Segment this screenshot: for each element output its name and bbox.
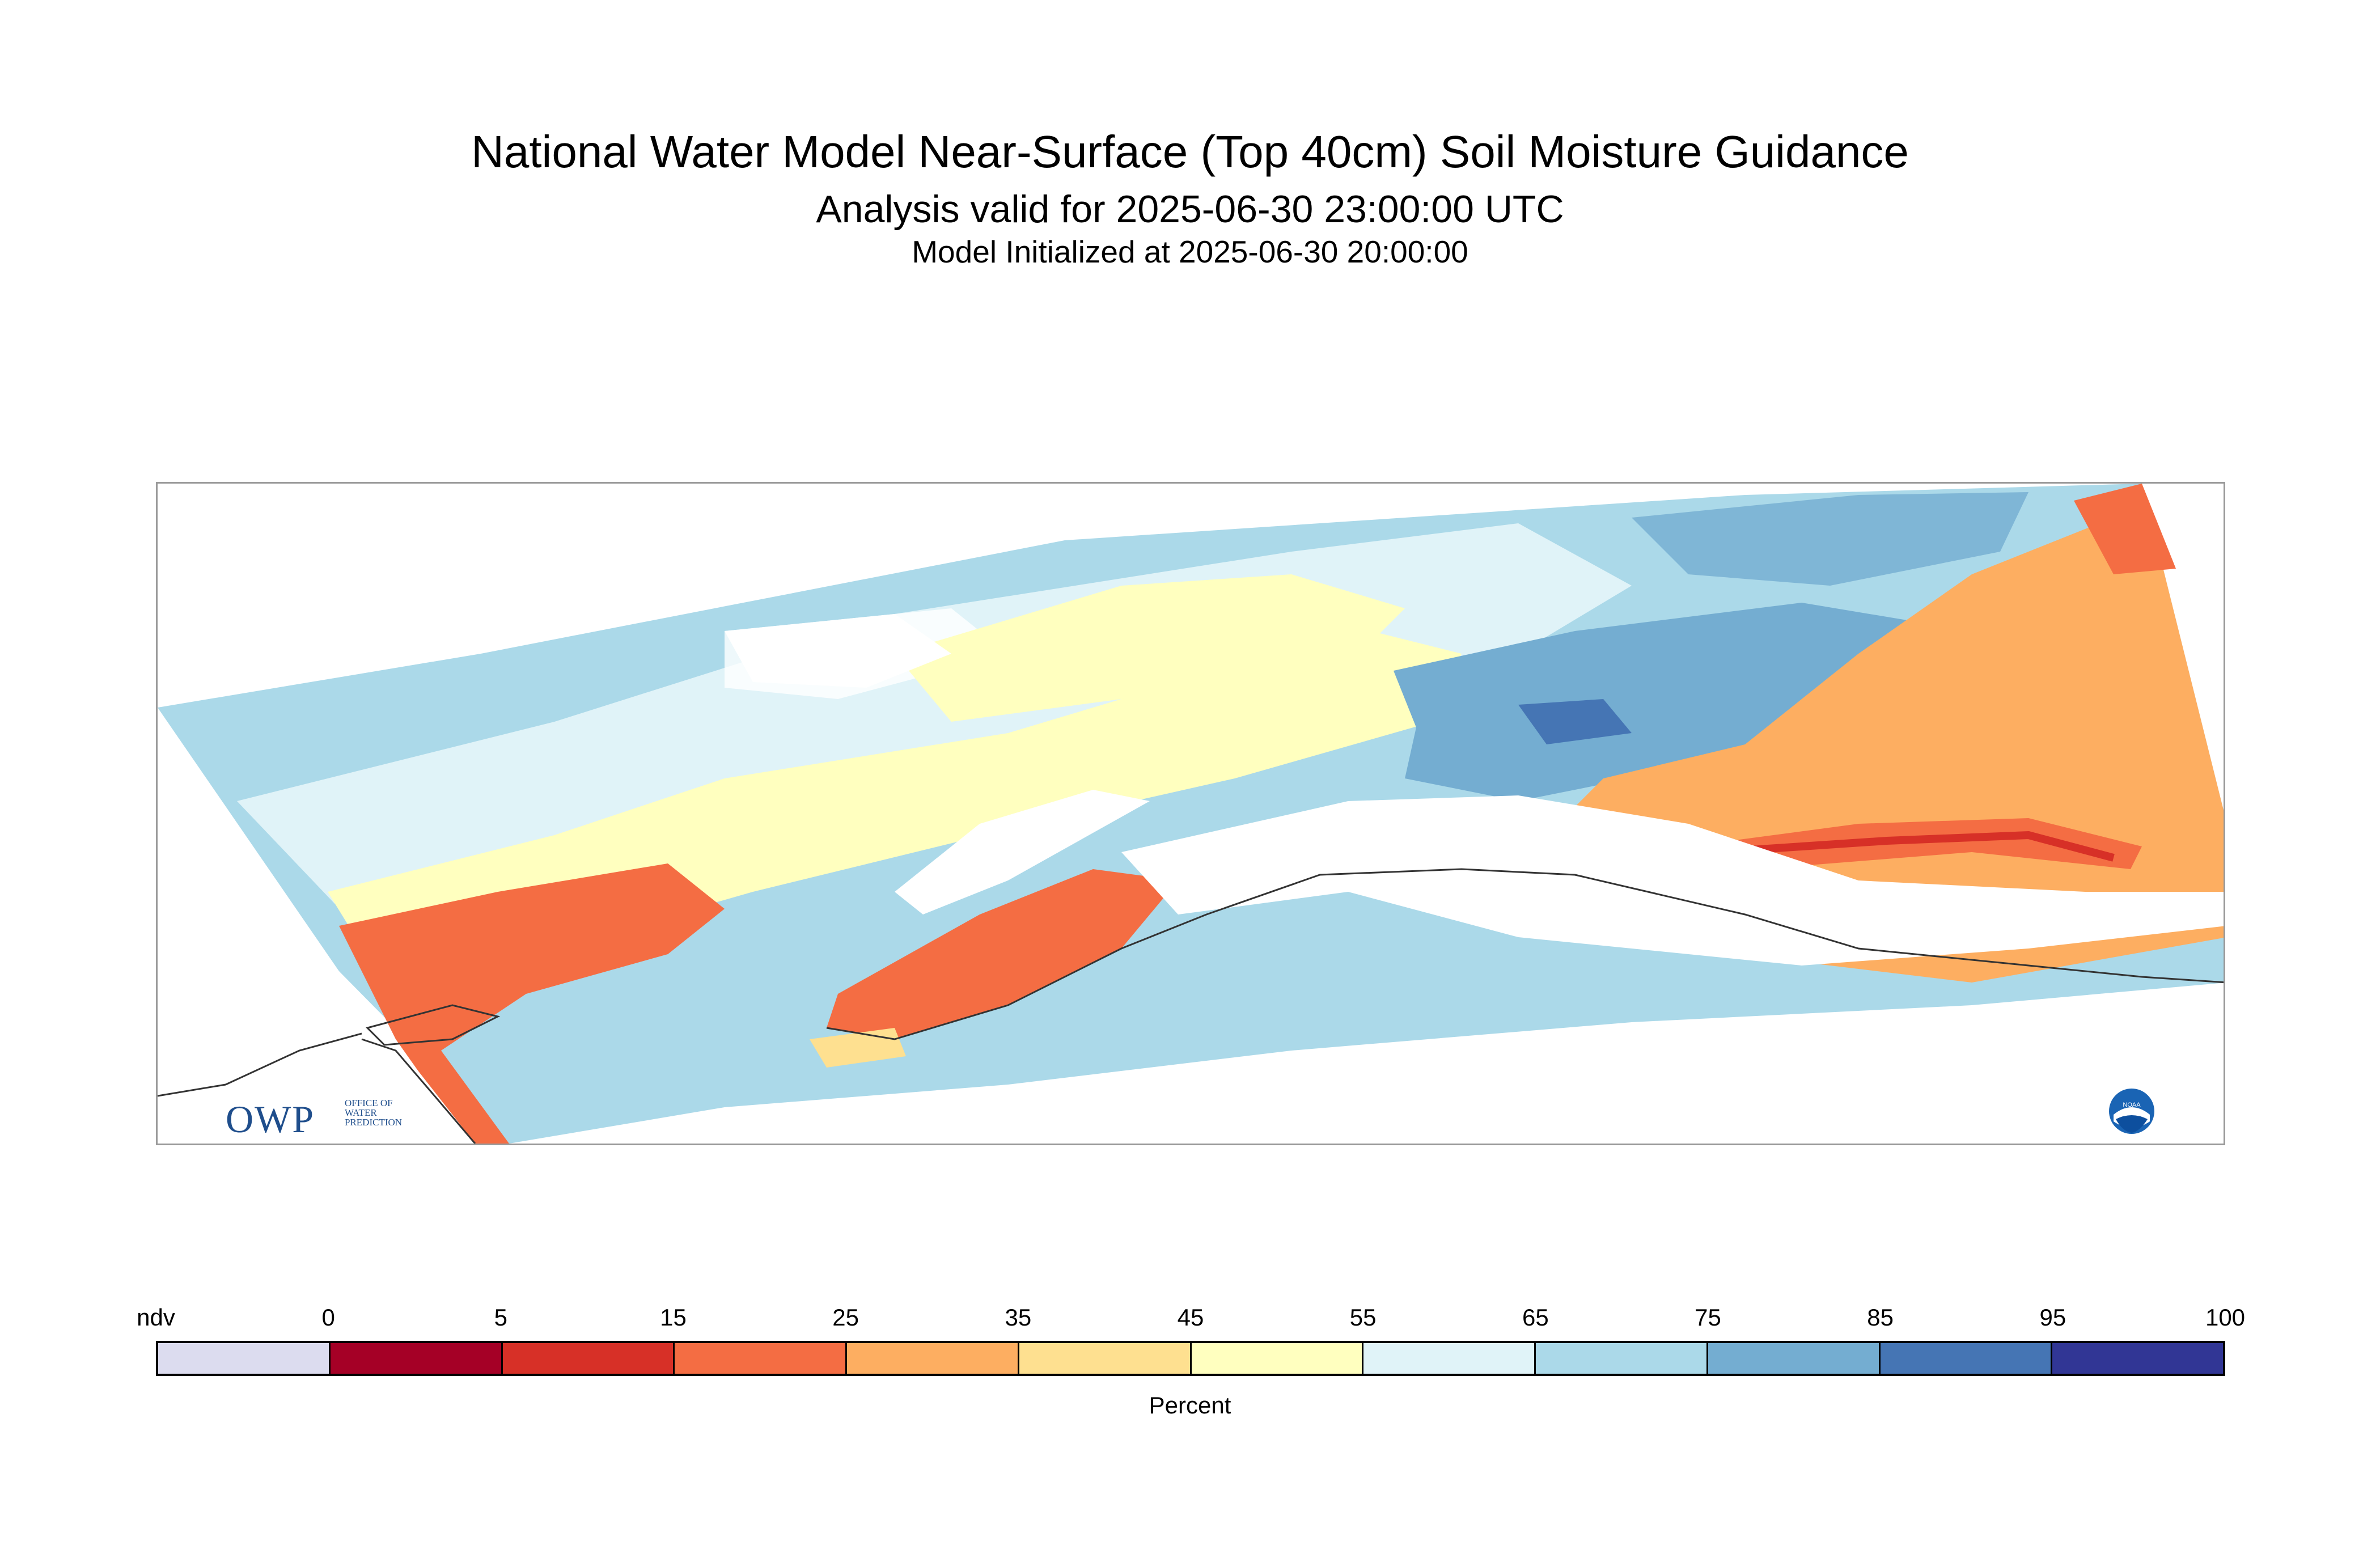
legend-swatch (1708, 1343, 1881, 1374)
red-east-top (2074, 484, 2176, 574)
legend-unit-label: Percent (1149, 1392, 1231, 1418)
blue-north-patches (1632, 492, 2028, 586)
dark-blue-streak (1518, 699, 1632, 744)
owp-sub-line-2: WATER (345, 1107, 377, 1118)
legend-swatch (847, 1343, 1019, 1374)
legend-tick-label: 75 (1695, 1304, 1721, 1331)
coastline (158, 868, 2224, 1144)
legend-tick-label: 5 (494, 1304, 508, 1331)
owp-logo-text: OWP (226, 1098, 315, 1141)
model-init-text: Model Initialized at 2025-06-30 20:00:00 (912, 234, 1468, 269)
noaa-logo-icon: NOAA (2109, 1089, 2154, 1134)
legend-tick-label: 15 (660, 1304, 687, 1331)
legend-swatch (1019, 1343, 1192, 1374)
legend-tick-label: 85 (1867, 1304, 1894, 1331)
legend-tick-label: 65 (1522, 1304, 1549, 1331)
legend-swatch (675, 1343, 847, 1374)
legend-swatch (502, 1343, 675, 1374)
orange-kodiak (827, 869, 1178, 1039)
map-title: National Water Model Near-Surface (Top 4… (471, 126, 1909, 177)
legend-tick-label: 25 (832, 1304, 859, 1331)
legend-swatch (2052, 1343, 2223, 1374)
aleutian-outline (366, 1004, 501, 1046)
legend-swatch (158, 1343, 331, 1374)
cook-inlet (895, 790, 1150, 914)
yellow-north (895, 574, 1405, 722)
legend-swatch (1536, 1343, 1708, 1374)
legend-tick-label: 100 (2205, 1304, 2246, 1331)
legend-swatch (330, 1343, 503, 1374)
legend-swatch (1363, 1343, 1536, 1374)
legend-swatch (1880, 1343, 2053, 1374)
legend-tick-label: 55 (1349, 1304, 1377, 1331)
map-subtitle: Analysis valid for 2025-06-30 23:00:00 U… (816, 188, 1564, 231)
legend-swatch (1191, 1343, 1364, 1374)
southern-ocean (509, 983, 2224, 1144)
owp-logo-subtext: OFFICE OF WATER PREDICTION (345, 1098, 441, 1127)
legend-tick-label: ndv (137, 1304, 175, 1331)
blue-interior (1394, 603, 1972, 801)
owp-logo: OWP OFFICE OF WATER PREDICTION (226, 1097, 441, 1141)
white-north-snow (725, 614, 951, 688)
legend-tick-label: 95 (2039, 1304, 2066, 1331)
color-legend (156, 1341, 2225, 1376)
owp-sub-line-3: PREDICTION (345, 1117, 403, 1128)
svg-text:NOAA: NOAA (2123, 1102, 2141, 1108)
dark-red-river (1716, 831, 2115, 862)
bristol-bay (158, 971, 475, 1144)
soil-moisture-map (156, 482, 2225, 1145)
legend-tick-label: 45 (1177, 1304, 1204, 1331)
owp-sub-line-1: OFFICE OF (345, 1098, 393, 1108)
white-coastal-mountains (1121, 795, 2224, 966)
legend-tick-label: 0 (321, 1304, 335, 1331)
legend-tick-label: 35 (1005, 1304, 1032, 1331)
orange-west (339, 863, 725, 1144)
